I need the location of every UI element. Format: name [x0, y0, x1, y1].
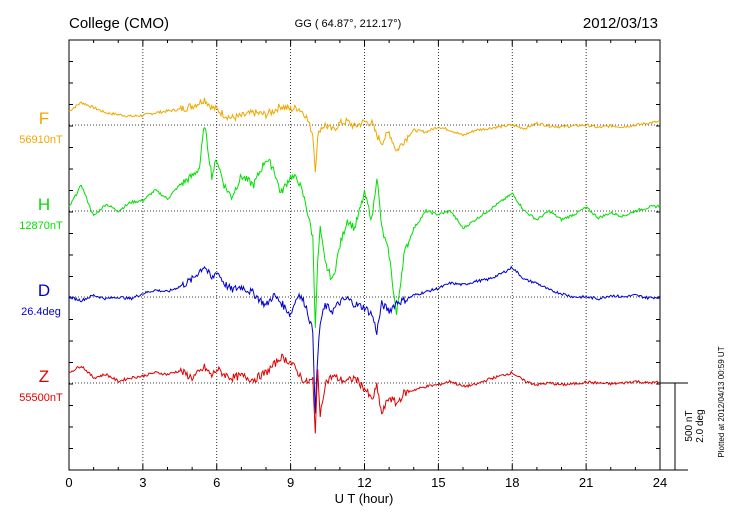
x-axis-label: U T (hour)	[335, 491, 394, 506]
series-name-z: Z	[39, 367, 49, 386]
x-tick-label: 9	[287, 475, 294, 490]
plotted-at-note: Plotted at 2012/04/13 00:59 UT	[717, 346, 726, 457]
series-baseline-f: 56910nT	[19, 134, 63, 146]
scale-deg-label: 2.0 deg	[695, 409, 706, 442]
x-tick-label: 18	[505, 475, 519, 490]
series-baseline-z: 55500nT	[19, 392, 63, 404]
series-baseline-h: 12870nT	[19, 220, 63, 232]
scale-nt-label: 500 nT	[684, 410, 695, 441]
baselines-layer	[69, 124, 660, 384]
scale-bar: 500 nT 2.0 deg	[660, 382, 706, 471]
x-tick-label: 24	[653, 475, 667, 490]
labels-layer: F 56910nT H 12870nT D 26.4deg Z 55500nT	[19, 109, 63, 404]
series-name-h: H	[38, 195, 50, 214]
x-tick-label: 12	[357, 475, 371, 490]
x-tick-label: 6	[213, 475, 220, 490]
series-line-z	[68, 353, 661, 434]
x-tick-label: 21	[579, 475, 593, 490]
series-name-f: F	[39, 109, 49, 128]
series-line-h	[68, 126, 661, 328]
series-line-d	[68, 265, 661, 414]
x-tick-label: 0	[65, 475, 72, 490]
series-name-d: D	[38, 281, 50, 300]
plot-frame	[68, 39, 661, 471]
x-tick-label: 15	[431, 475, 445, 490]
x-tick-label: 3	[139, 475, 146, 490]
series-line-f	[68, 97, 661, 173]
series-baseline-d: 26.4deg	[21, 306, 61, 318]
coordinates-label: GG ( 64.87°, 212.17°)	[295, 18, 402, 30]
date-label: 2012/03/13	[583, 15, 658, 32]
series-layer	[68, 97, 661, 434]
station-title: College (CMO)	[69, 15, 169, 32]
ticks-layer: 0 3 6 9 12 15 18 21 24	[65, 40, 667, 490]
